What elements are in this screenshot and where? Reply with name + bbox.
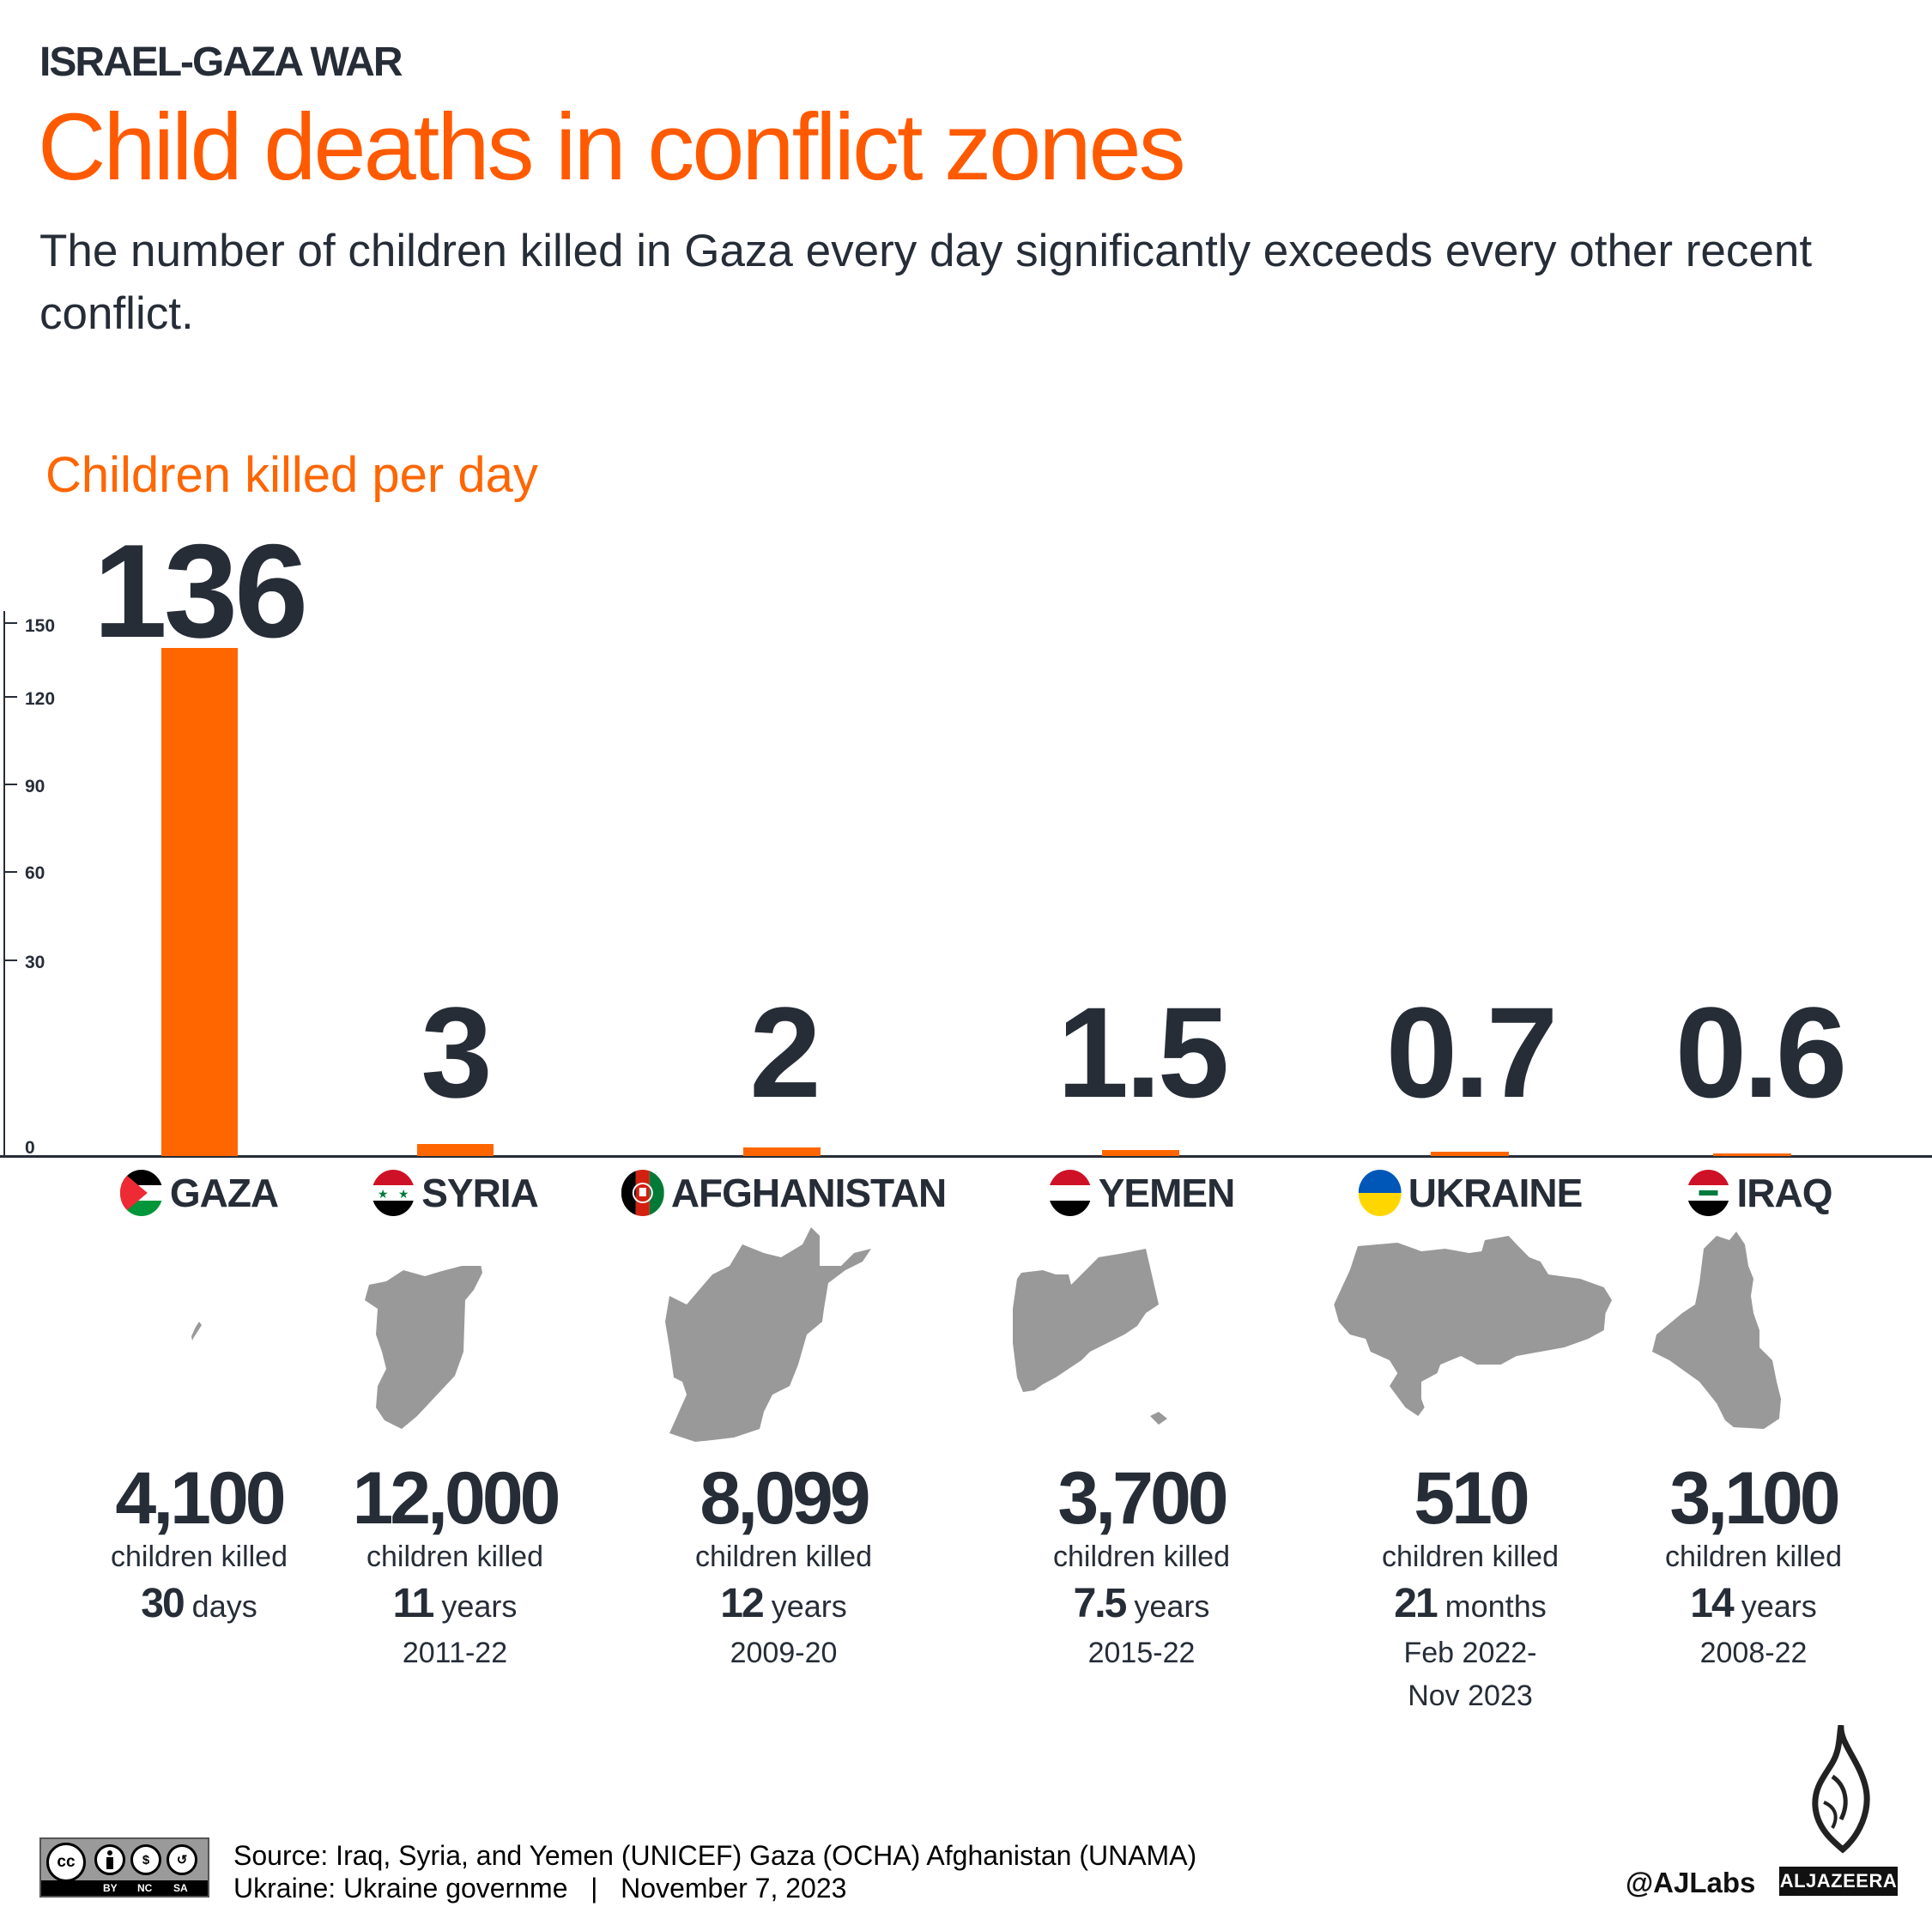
bar-syria — [417, 1144, 494, 1156]
y-tick-label: 60 — [25, 863, 45, 883]
bar-value-gaza: 136 — [93, 517, 309, 665]
bar-value-ukraine: 0.7 — [1385, 980, 1559, 1124]
bar-value-syria: 3 — [421, 980, 492, 1124]
x-axis-baseline — [0, 1155, 1932, 1158]
y-tick-label: 30 — [25, 953, 45, 972]
syria-flag-icon: ★ ★ — [372, 1170, 415, 1216]
stat-range-2: Nov 2023 — [1408, 1680, 1533, 1712]
iraq-map-icon — [1652, 1232, 1850, 1438]
stat-period: 11 years — [392, 1581, 518, 1626]
kicker: ISRAEL-GAZA WAR — [39, 39, 403, 85]
stat-period: 12 years — [720, 1581, 847, 1626]
cc-icon: cc — [46, 1843, 86, 1882]
country-label-syria: ★ ★ SYRIA — [372, 1167, 539, 1219]
stat-unit: children killed — [1053, 1541, 1230, 1573]
svg-text:★: ★ — [378, 1187, 389, 1201]
chart-title: Children killed per day — [45, 447, 538, 503]
stat-range: Feb 2022- — [1403, 1637, 1537, 1669]
iraq-flag-icon — [1687, 1170, 1730, 1216]
ukraine-map-icon — [1326, 1236, 1618, 1442]
country-label-yemen: YEMEN — [1048, 1167, 1235, 1219]
noncommercial-icon: $ — [130, 1844, 161, 1875]
attribution-icon — [94, 1844, 125, 1875]
page-title: Child deaths in conflict zones — [38, 94, 1186, 200]
country-label-gaza: GAZA — [119, 1167, 279, 1219]
sharealike-icon: ↺ — [167, 1844, 197, 1875]
stat-range: 2011-22 — [402, 1637, 508, 1669]
gaza-map-icon — [189, 1322, 206, 1342]
stat-total: 4,100 — [115, 1457, 286, 1540]
y-tick — [5, 871, 17, 873]
stat-range: 2009-20 — [730, 1637, 838, 1669]
svg-text:★: ★ — [398, 1187, 409, 1201]
cc-license-badge[interactable]: cc $ ↺ BY NC SA — [39, 1837, 209, 1898]
stat-iraq: 3,100 children killed 14 years 2008-22 — [1608, 1459, 1899, 1674]
y-tick-label: 0 — [25, 1138, 35, 1158]
stat-period: 21 months — [1394, 1581, 1547, 1626]
y-axis — [3, 611, 5, 1158]
yemen-map-icon — [1004, 1249, 1296, 1429]
bar-value-yemen: 1.5 — [1057, 980, 1230, 1124]
bar-value-iraq: 0.6 — [1675, 980, 1848, 1124]
stat-unit: children killed — [366, 1541, 543, 1573]
afghanistan-flag-icon — [621, 1170, 664, 1216]
source-line-2: Ukraine: Ukraine governme | November 7, … — [233, 1873, 847, 1904]
subtitle: The number of children killed in Gaza ev… — [39, 226, 1813, 339]
y-tick — [5, 959, 17, 961]
stat-yemen: 3,700 children killed 7.5 years 2015-22 — [996, 1459, 1287, 1674]
bar-gaza — [161, 648, 238, 1156]
bar-afghanistan — [743, 1147, 821, 1156]
syria-map-icon — [266, 1266, 541, 1429]
y-tick-label: 150 — [25, 616, 56, 636]
y-tick — [5, 622, 17, 624]
afghanistan-map-icon — [635, 1227, 936, 1450]
stat-gaza: 4,100 children killed 30 days — [53, 1459, 345, 1631]
y-tick — [5, 696, 17, 698]
stat-total: 8,099 — [700, 1457, 870, 1540]
aljazeera-wordmark: ALJAZEERA — [1779, 1867, 1898, 1896]
stat-range: 2015-22 — [1087, 1637, 1196, 1669]
bar-ukraine — [1431, 1152, 1509, 1156]
country-label-iraq: IRAQ — [1687, 1167, 1833, 1219]
stat-unit: children killed — [111, 1541, 288, 1573]
bar-iraq — [1713, 1153, 1791, 1156]
yemen-flag-icon — [1048, 1170, 1092, 1216]
country-label-afghanistan: AFGHANISTAN — [621, 1167, 947, 1219]
bar-value-afghanistan: 2 — [749, 980, 821, 1124]
stat-unit: children killed — [1382, 1541, 1559, 1573]
stat-total: 510 — [1414, 1457, 1530, 1540]
ajlabs-handle[interactable]: @AJLabs — [1626, 1867, 1756, 1898]
stat-period: 14 years — [1690, 1581, 1817, 1626]
y-tick — [5, 784, 17, 785]
stat-syria: 12,000 children killed 11 years 2011-22 — [309, 1459, 601, 1674]
stat-total: 3,100 — [1669, 1457, 1840, 1540]
source-line-1: Source: Iraq, Syria, and Yemen (UNICEF) … — [233, 1840, 1197, 1871]
y-tick-label: 120 — [25, 689, 56, 709]
stat-unit: children killed — [695, 1541, 872, 1573]
palestine-flag-icon — [119, 1170, 163, 1216]
stat-period: 30 days — [141, 1581, 257, 1626]
stat-period: 7.5 years — [1073, 1581, 1210, 1626]
stat-afghanistan: 8,099 children killed 12 years 2009-20 — [638, 1459, 930, 1674]
stat-unit: children killed — [1665, 1541, 1842, 1573]
ukraine-flag-icon — [1358, 1170, 1402, 1216]
stat-total: 3,700 — [1057, 1457, 1228, 1540]
y-tick-label: 90 — [25, 777, 45, 796]
source-note: Source: Iraq, Syria, and Yemen (UNICEF) … — [233, 1839, 1196, 1904]
bar-yemen — [1102, 1150, 1179, 1156]
stat-range: 2008-22 — [1699, 1637, 1808, 1669]
stat-ukraine: 510 children killed 21 months Feb 2022- … — [1324, 1459, 1616, 1717]
stat-total: 12,000 — [352, 1457, 560, 1540]
aljazeera-logo-icon — [1798, 1724, 1884, 1858]
country-label-ukraine: UKRAINE — [1358, 1167, 1583, 1219]
